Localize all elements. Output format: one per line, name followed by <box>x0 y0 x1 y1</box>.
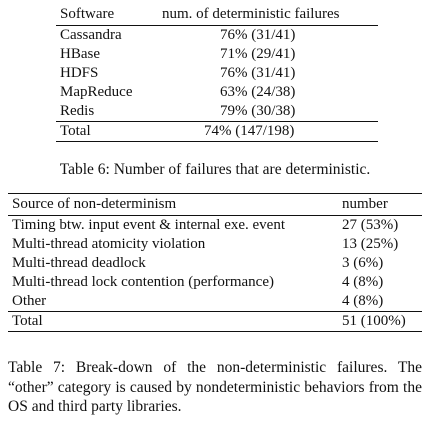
value-cell: 63% (24/38) <box>220 84 296 100</box>
table-6: Software num. of deterministic failures … <box>56 4 378 142</box>
value-cell: 4 (8%) <box>342 293 384 309</box>
value-cell: 4 (8%) <box>342 274 384 290</box>
source-cell: Multi-thread lock contention (performanc… <box>12 274 274 290</box>
table-7-caption: Table 7: Break-down of the non-determini… <box>8 359 422 415</box>
header-cell: Source of non-determinism <box>12 196 177 212</box>
value-cell: 79% (30/38) <box>220 103 296 119</box>
value-cell: 76% (31/41) <box>220 27 296 43</box>
software-cell: HDFS <box>60 65 99 81</box>
total-value: 51 (100%) <box>342 313 406 329</box>
table-total-row: Total 74% (147/198) <box>56 121 378 142</box>
table-row: Redis 79% (30/38) <box>56 102 378 122</box>
software-cell: Redis <box>60 103 95 119</box>
table-row: Timing btw. input event & internal exe. … <box>8 216 422 236</box>
source-cell: Multi-thread deadlock <box>12 255 146 271</box>
source-cell: Timing btw. input event & internal exe. … <box>12 217 286 233</box>
value-cell: 27 (53%) <box>342 217 399 233</box>
table-header-row: Source of non-determinism number <box>8 193 422 216</box>
table-row: Multi-thread deadlock 3 (6%) <box>8 254 422 273</box>
header-cell: num. of deterministic failures <box>162 6 340 22</box>
software-cell: Cassandra <box>60 27 122 43</box>
header-cell: Software <box>60 6 115 22</box>
source-cell: Multi-thread atomicity violation <box>12 236 206 252</box>
table-row: Other 4 (8%) <box>8 292 422 312</box>
value-cell: 3 (6%) <box>342 255 384 271</box>
table-row: Multi-thread lock contention (performanc… <box>8 273 422 292</box>
value-cell: 13 (25%) <box>342 236 399 252</box>
table-row: MapReduce 63% (24/38) <box>56 83 378 102</box>
software-cell: HBase <box>60 46 100 62</box>
value-cell: 71% (29/41) <box>220 46 296 62</box>
table-7-container: Source of non-determinism number Timing … <box>8 193 422 332</box>
table-row: HDFS 76% (31/41) <box>56 64 378 83</box>
header-cell: number <box>342 196 388 212</box>
total-label: Total <box>60 123 91 139</box>
value-cell: 76% (31/41) <box>220 65 296 81</box>
table-total-row: Total 51 (100%) <box>8 311 422 332</box>
table-row: Cassandra 76% (31/41) <box>56 26 378 46</box>
table-row: HBase 71% (29/41) <box>56 45 378 64</box>
source-cell: Other <box>12 293 47 309</box>
table-7: Source of non-determinism number Timing … <box>8 193 422 332</box>
total-value: 74% (147/198) <box>204 123 295 139</box>
total-label: Total <box>12 313 43 329</box>
table-6-container: Software num. of deterministic failures … <box>56 4 378 142</box>
table-header-row: Software num. of deterministic failures <box>56 4 378 26</box>
table-row: Multi-thread atomicity violation 13 (25%… <box>8 235 422 254</box>
table-6-caption: Table 6: Number of failures that are det… <box>59 161 371 178</box>
software-cell: MapReduce <box>60 84 133 100</box>
